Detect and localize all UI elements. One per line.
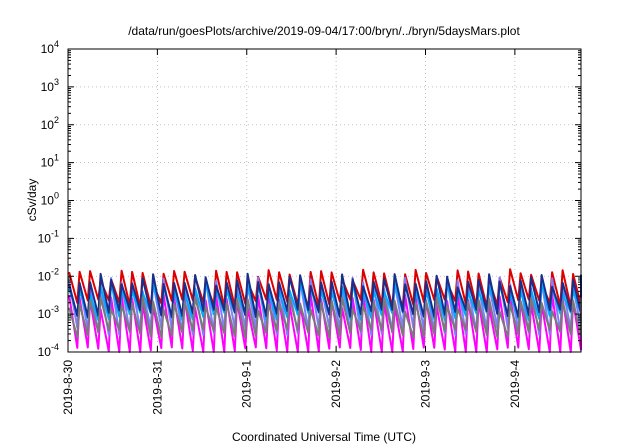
y-tick-base: 10 (41, 118, 55, 132)
y-tick-base: 10 (38, 307, 52, 321)
x-tick-label: 2019-9-2 (329, 360, 343, 408)
y-tick-base: 10 (41, 156, 55, 170)
y-tick-label: 10-1 (38, 228, 59, 245)
x-tick-label: 2019-8-30 (61, 360, 75, 415)
y-tick-label: 10-4 (38, 342, 59, 359)
x-axis-label: Coordinated Universal Time (UTC) (232, 430, 416, 444)
y-tick-base: 10 (41, 194, 55, 208)
y-tick-label: 10-2 (38, 266, 59, 283)
y-tick-base: 10 (38, 269, 52, 283)
y-tick-label: 101 (41, 153, 59, 170)
x-tick-label: 2019-9-4 (508, 360, 522, 408)
y-tick-base: 10 (41, 80, 55, 94)
y-tick-base: 10 (41, 42, 55, 56)
y-tick-exponent: 4 (54, 39, 59, 49)
series-line (68, 272, 582, 318)
y-axis-label: cSv/day (25, 179, 39, 222)
x-tick-label: 2019-9-3 (418, 360, 432, 408)
y-tick-label: 100 (41, 191, 59, 208)
y-tick-base: 10 (38, 231, 52, 245)
y-tick-exponent: 3 (54, 77, 59, 87)
chart-title: /data/run/goesPlots/archive/2019-09-04/1… (128, 24, 520, 38)
y-tick-exponent: -3 (51, 304, 59, 314)
y-tick-exponent: 2 (54, 115, 59, 125)
y-tick-exponent: 0 (54, 191, 59, 201)
y-tick-exponent: -2 (51, 266, 59, 276)
y-tick-label: 103 (41, 77, 59, 94)
x-axis: 2019-8-30 2019-8-31 2019-9-1 2019-9-2 2019-9… (61, 49, 522, 415)
x-tick-label: 2019-9-1 (240, 360, 254, 408)
x-tick-label: 2019-8-31 (150, 360, 164, 415)
y-tick-base: 10 (38, 345, 52, 359)
series-layer (68, 268, 582, 353)
y-tick-label: 102 (41, 115, 59, 132)
y-tick-label: 104 (41, 39, 59, 56)
y-tick-exponent: -1 (51, 228, 59, 238)
series-line (68, 296, 582, 339)
y-tick-exponent: 1 (54, 153, 59, 163)
y-tick-exponent: -4 (51, 342, 59, 352)
y-tick-label: 10-3 (38, 304, 59, 321)
